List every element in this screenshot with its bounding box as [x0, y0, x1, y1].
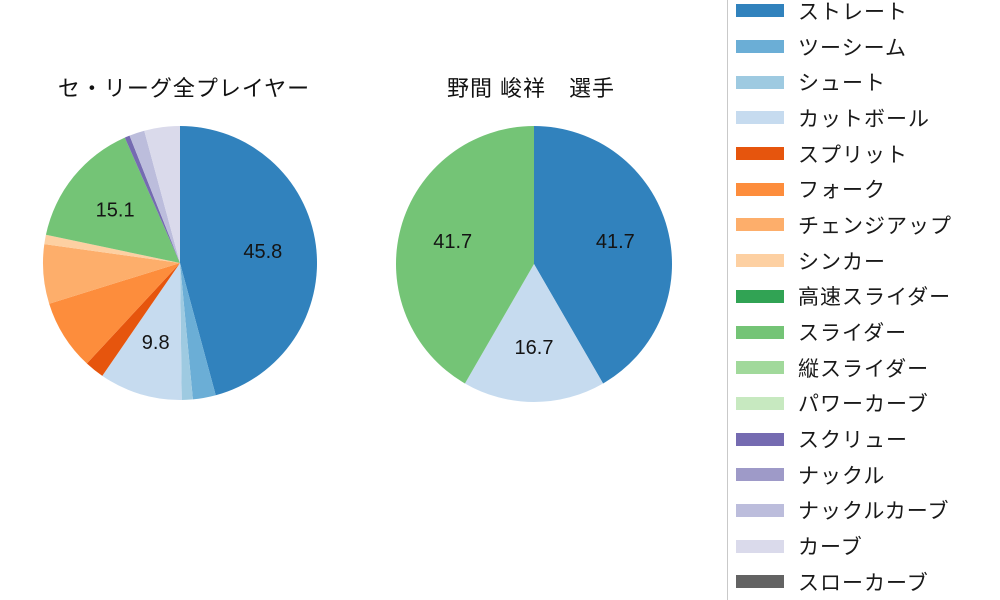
legend-swatch — [736, 289, 784, 303]
pie-0-slice-0 — [180, 126, 318, 396]
legend-item: スローカーブ — [736, 564, 1000, 600]
legend-item: スライダー — [736, 314, 1000, 350]
legend-item-label: シュート — [798, 72, 886, 96]
legend-item: カットボール — [736, 100, 1000, 136]
legend-item-label: カットボール — [798, 107, 930, 131]
legend-item-label: ストレート — [798, 0, 908, 24]
legend-swatch — [736, 325, 784, 339]
legend-item: スプリット — [736, 136, 1000, 172]
legend-swatch — [736, 4, 784, 18]
pie-1-slice-2 — [395, 125, 534, 384]
pie-0-slice-2 — [180, 263, 193, 400]
legend-swatch — [736, 254, 784, 268]
legend-item-label: スプリット — [798, 143, 908, 167]
legend-item-label: フォーク — [798, 179, 886, 203]
pie-0-slice-7 — [44, 234, 181, 263]
legend-item-label: カーブ — [798, 536, 863, 560]
pie-0-slice-6 — [43, 244, 180, 304]
left-pie-title: セ・リーグ全プレイヤー — [57, 76, 311, 101]
pie-1-slice-0 — [534, 125, 673, 384]
legend-item-label: ナックル — [798, 464, 886, 488]
legend-swatch — [736, 503, 784, 517]
legend-swatch — [736, 396, 784, 410]
legend-item: カーブ — [736, 528, 1000, 564]
pie-0-slice-10 — [129, 130, 180, 263]
pie-percent-label: 15.1 — [96, 199, 135, 221]
legend-item-label: ナックルカーブ — [798, 500, 950, 524]
pitch-type-legend: ストレートツーシームシュートカットボール スプリットフォークチェンジアップ シンカー… — [727, 0, 1000, 600]
right-pie-chart: 41.7 16.7 41.7 — [395, 125, 673, 403]
legend-item: シュート — [736, 64, 1000, 100]
legend-item: ナックルカーブ — [736, 493, 1000, 529]
legend-swatch — [736, 75, 784, 89]
pie-percent-label: 16.7 — [515, 337, 554, 359]
legend-item-label: パワーカーブ — [798, 393, 929, 417]
legend-item-label: ツーシーム — [798, 36, 907, 60]
legend-swatch — [736, 182, 784, 196]
legend-item: チェンジアップ — [736, 207, 1000, 243]
legend-item: シンカー — [736, 243, 1000, 279]
legend-item: ツーシーム — [736, 29, 1000, 65]
pie-0-slice-4 — [86, 263, 180, 376]
legend-item: パワーカーブ — [736, 386, 1000, 422]
pie-percent-label: 45.8 — [243, 241, 282, 263]
right-pie-title: 野間 峻祥 選手 — [446, 76, 616, 101]
legend-item-label: スライダー — [798, 322, 908, 346]
legend-swatch — [736, 575, 784, 589]
pie-0-slice-8 — [45, 137, 181, 263]
legend-swatch — [736, 539, 784, 553]
legend-item: 縦スライダー — [736, 350, 1000, 386]
legend-item: 高速スライダー — [736, 279, 1000, 315]
pie-0-slice-1 — [180, 263, 216, 400]
pie-0-slice-3 — [102, 263, 182, 401]
pie-0-slice-5 — [49, 263, 181, 364]
legend-item: ストレート — [736, 0, 1000, 29]
pie-1-slice-1 — [464, 264, 604, 403]
legend-item-label: 高速スライダー — [798, 286, 952, 310]
legend-item-label: スローカーブ — [798, 571, 929, 595]
legend-swatch — [736, 40, 784, 54]
pie-0-slice-9 — [124, 135, 180, 263]
legend-swatch — [736, 468, 784, 482]
legend-swatch — [736, 218, 784, 232]
pie-0-slice-11 — [144, 125, 180, 263]
legend-item-label: シンカー — [798, 250, 886, 274]
pie-percent-label: 9.8 — [142, 332, 170, 354]
legend-swatch — [736, 361, 784, 375]
legend-item: ナックル — [736, 457, 1000, 493]
legend-swatch — [736, 432, 784, 446]
legend-item-label: チェンジアップ — [798, 214, 952, 238]
legend-swatch — [736, 111, 784, 125]
legend-item-label: スクリュー — [798, 429, 908, 453]
legend-swatch — [736, 147, 784, 161]
pie-percent-label: 41.7 — [596, 231, 635, 253]
legend-item-label: 縦スライダー — [798, 357, 930, 381]
legend-item: フォーク — [736, 171, 1000, 207]
legend-items: ストレートツーシームシュートカットボール スプリットフォークチェンジアップ シンカー… — [736, 0, 1000, 600]
left-pie-chart: 45.8 9.8 15.1 — [43, 125, 318, 401]
pie-percent-label: 41.7 — [433, 231, 472, 253]
legend-item: スクリュー — [736, 421, 1000, 457]
